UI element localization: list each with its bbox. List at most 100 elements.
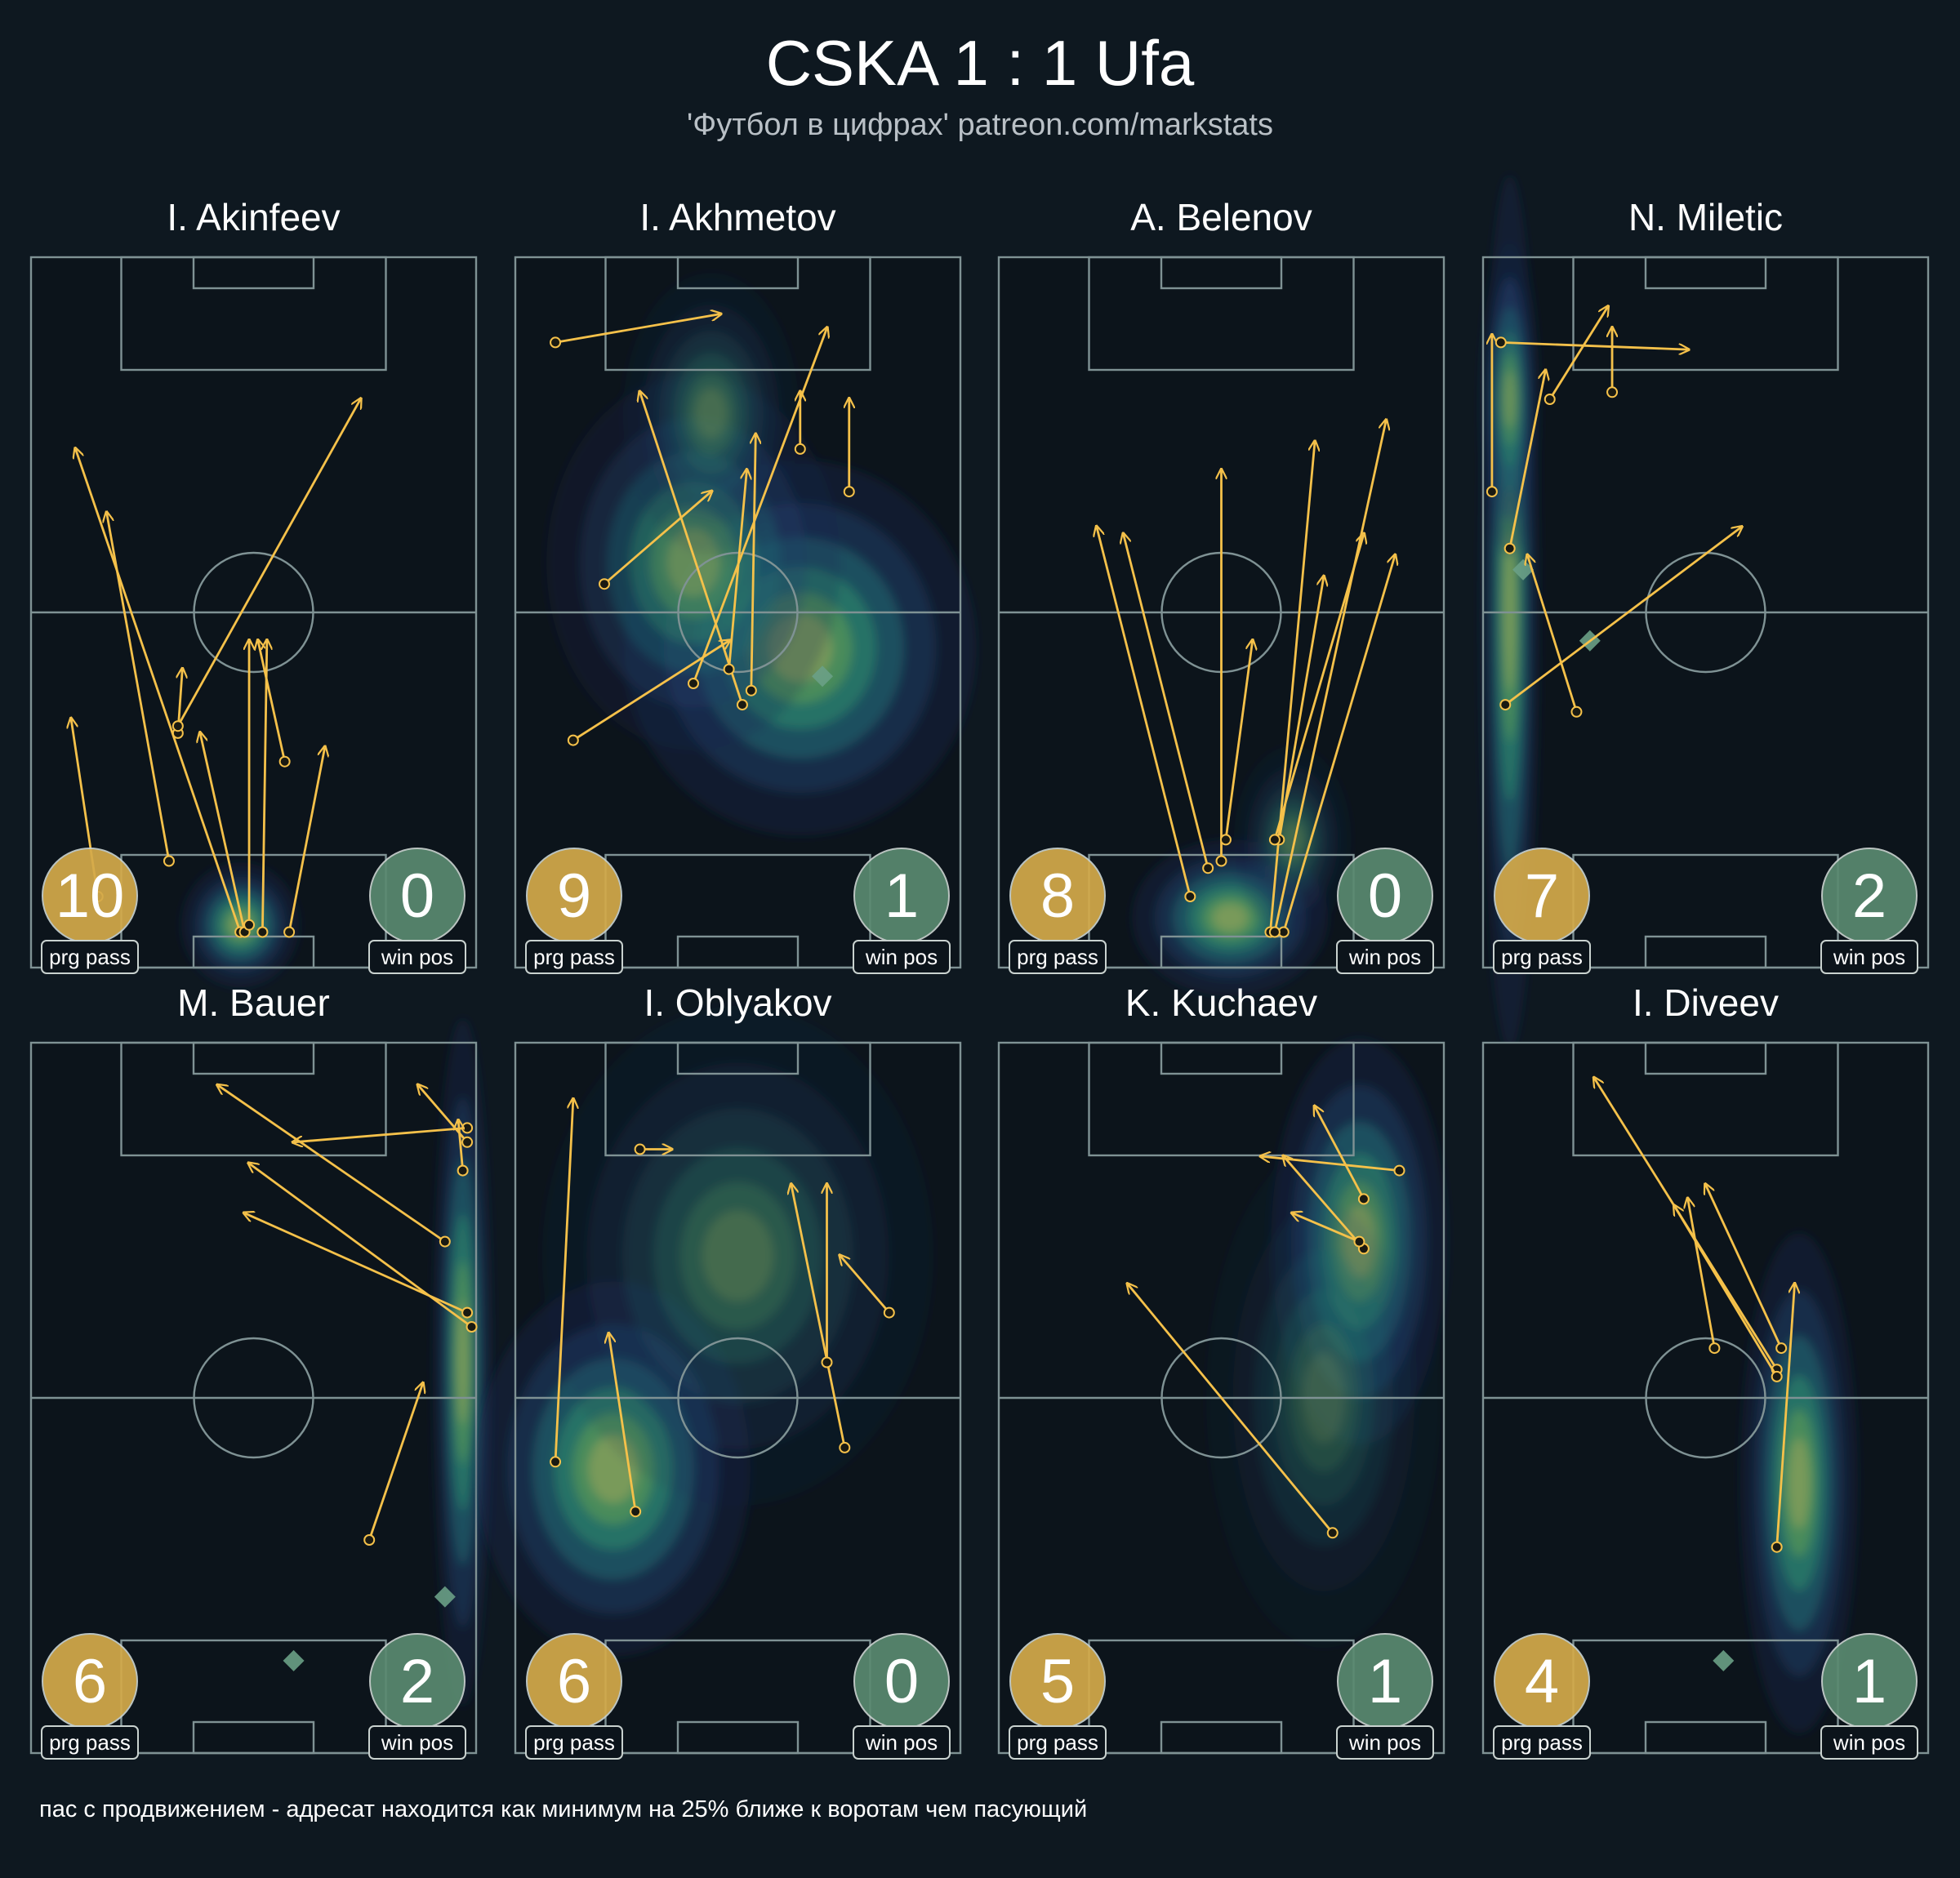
player-panel: N. Miletic 7 prg pass 2 win pos (1480, 175, 1930, 1050)
pass-origin (1606, 386, 1619, 398)
win-possession-marker (812, 665, 834, 688)
player-name: I. Akinfeev (167, 196, 340, 238)
prg-pass-count: 9 (557, 861, 591, 931)
prg-pass-label-box (41, 940, 139, 974)
prg-pass-label: prg pass (1017, 1730, 1098, 1755)
win-pos-label-box (1820, 940, 1918, 974)
prg-pass-count: 5 (1040, 1647, 1075, 1716)
pass-origin (1544, 394, 1556, 405)
pass-origin (439, 1235, 451, 1248)
player-panel: I. Akinfeev 10 prg pass 0 win pos (29, 196, 478, 988)
prg-pass-label: prg pass (1017, 945, 1098, 969)
pass-arrow (262, 641, 266, 932)
heatmap (181, 862, 300, 988)
pass-origin (1202, 862, 1214, 874)
pass-arrow (76, 449, 242, 932)
pass-arrow (1688, 1199, 1716, 1349)
prg-pass-badge: 8 prg pass (1009, 848, 1107, 974)
prg-pass-count: 8 (1040, 861, 1075, 931)
pass-origin (688, 678, 699, 689)
prg-pass-count: 4 (1525, 1647, 1559, 1716)
win-pos-label: win pos (1348, 945, 1421, 969)
center-circle (193, 551, 314, 674)
prg-pass-label-box (525, 1725, 623, 1760)
player-panel: I. Akhmetov 9 prg pass 1 win pos (514, 196, 977, 974)
player-name: A. Belenov (1130, 196, 1312, 238)
pass-origin (630, 1506, 642, 1518)
bottom-goal-area (192, 935, 315, 969)
pass-arrow (640, 392, 744, 705)
pass-arrow (287, 747, 325, 932)
prg-pass-count: 6 (73, 1647, 107, 1716)
win-possession-marker (283, 1649, 305, 1671)
bottom-goal-area (1160, 935, 1283, 969)
chart-title: CSKA 1 : 1 Ufa (765, 27, 1195, 99)
prg-pass-badge: 7 prg pass (1493, 848, 1591, 974)
center-circle (193, 1337, 314, 1459)
pass-origin (1494, 336, 1507, 349)
prg-pass-count: 6 (557, 1647, 591, 1716)
top-goal-area (1644, 256, 1767, 290)
pass-arrows (1128, 1106, 1405, 1539)
pass-origin (567, 734, 579, 746)
win-pos-label-box (853, 940, 951, 974)
win-pos-label: win pos (1348, 1730, 1421, 1755)
center-circle (677, 1337, 799, 1459)
pass-arrow (751, 435, 755, 691)
win-pos-badge: 1 win pos (853, 848, 951, 974)
pass-arrow (1273, 534, 1364, 840)
pass-arrow (218, 1085, 446, 1243)
pass-arrow (1224, 641, 1253, 840)
win-pos-label: win pos (1833, 1730, 1905, 1755)
prg-pass-badge: 10 prg pass (41, 848, 139, 974)
pass-origin (1503, 542, 1516, 554)
bottom-goal-area (1644, 1720, 1767, 1755)
pass-origin (256, 926, 269, 938)
prg-pass-badge: 9 prg pass (525, 848, 623, 974)
prg-pass-label: prg pass (49, 945, 131, 969)
prg-pass-count: 10 (56, 861, 125, 931)
pass-origin (278, 755, 291, 768)
player-name: K. Kuchaev (1125, 981, 1317, 1024)
pass-arrows (550, 314, 855, 746)
pitch-markings (514, 1041, 962, 1755)
win-pos-count: 1 (884, 861, 919, 931)
pass-arrow (1097, 527, 1192, 897)
pass-arrow (1128, 1284, 1334, 1534)
pass-arrow (200, 733, 246, 932)
pass-arrow (1775, 1284, 1795, 1547)
pass-arrow (1269, 442, 1315, 932)
pass-arrow (1282, 555, 1395, 932)
pass-origin (363, 1534, 376, 1546)
win-pos-count: 2 (400, 1647, 434, 1716)
top-goal-area (1160, 1041, 1283, 1075)
pass-origin (1326, 1527, 1339, 1539)
pass-arrow (604, 492, 711, 585)
pass-origin (163, 855, 175, 867)
pass-origin (457, 1164, 469, 1177)
pass-origin (461, 1122, 474, 1134)
bottom-goal-area (1644, 935, 1767, 969)
pass-arrows (71, 399, 360, 938)
player-panel: M. Bauer 6 prg pass 2 win pos (29, 981, 492, 1760)
pass-arrow (1293, 1213, 1360, 1243)
win-pos-label-box (853, 1725, 951, 1760)
pass-arrow (1315, 1106, 1365, 1200)
center-circle (677, 551, 799, 674)
win-pos-badge: 2 win pos (368, 1633, 466, 1760)
pass-arrow (1528, 555, 1578, 713)
footnote: пас с продвижением - адресат находится к… (39, 1796, 1088, 1822)
pass-origin (821, 1356, 833, 1368)
win-pos-badge: 1 win pos (1820, 1633, 1918, 1760)
win-pos-badge: 1 win pos (1336, 1633, 1434, 1760)
win-pos-badge: 0 win pos (368, 848, 466, 974)
win-pos-label: win pos (1833, 945, 1905, 969)
pass-arrow (368, 1384, 422, 1541)
prg-pass-label: prg pass (1501, 945, 1583, 969)
top-goal-area (676, 256, 800, 290)
pass-arrow (1706, 1185, 1783, 1349)
prg-pass-label-box (1493, 940, 1591, 974)
win-pos-label-box (1336, 1725, 1434, 1760)
pass-origin (634, 1143, 646, 1155)
pass-origin (1268, 926, 1281, 938)
